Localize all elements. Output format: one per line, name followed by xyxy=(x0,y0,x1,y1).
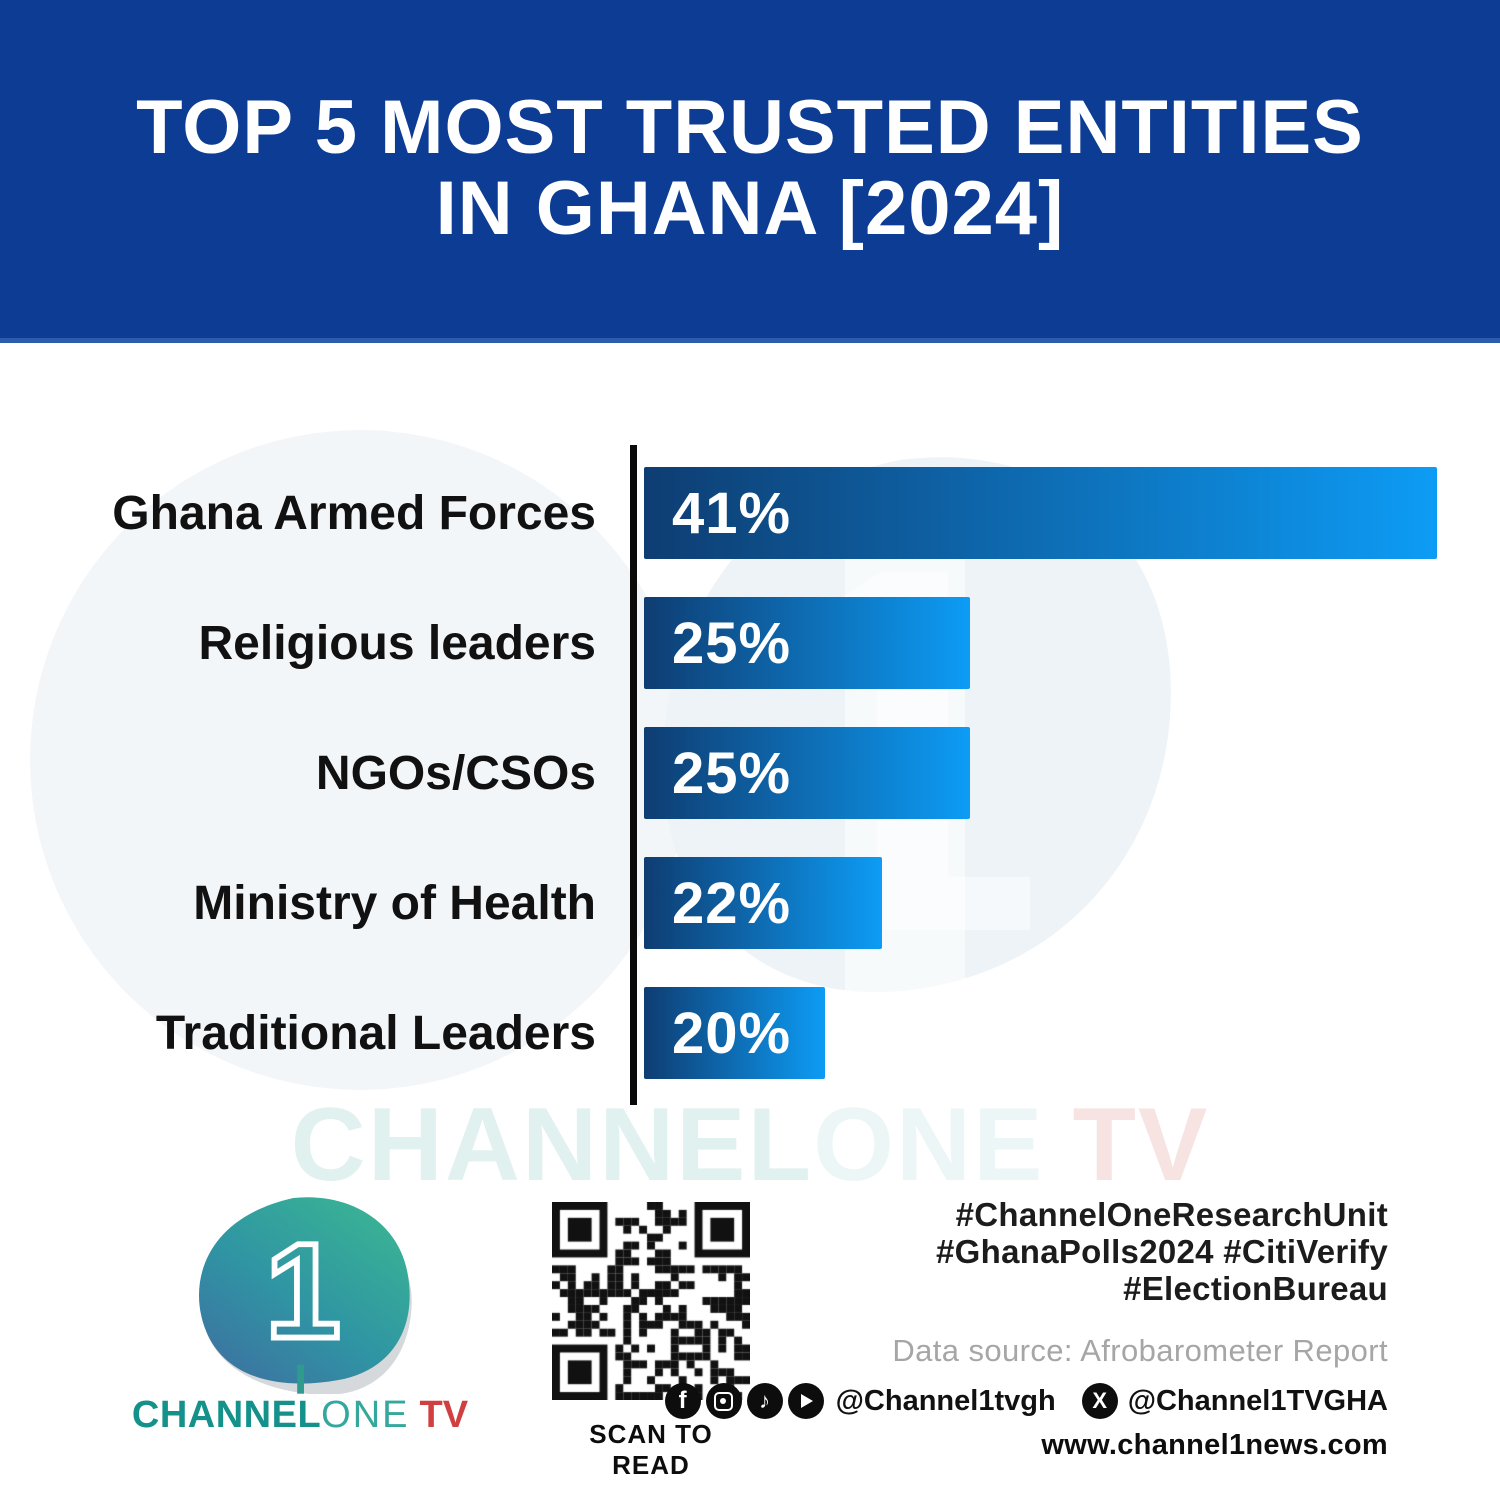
bar-value-label: 22% xyxy=(672,870,792,936)
page-title-line2: IN GHANA [2024] xyxy=(435,166,1065,251)
watermark-one: ONE xyxy=(813,1087,1045,1203)
qr-code xyxy=(552,1202,750,1400)
wordmark-one: ONE xyxy=(321,1394,410,1436)
chart-row: Traditional Leaders 20% xyxy=(0,968,1500,1098)
x-twitter-icon: X xyxy=(1081,1383,1118,1419)
logo-one-stem xyxy=(297,1364,304,1394)
social-handle-main: @Channel1tvgh xyxy=(835,1384,1056,1417)
website-url: www.channel1news.com xyxy=(1041,1429,1388,1461)
watermark-tv: TV xyxy=(1072,1087,1210,1203)
facebook-icon: f xyxy=(664,1383,701,1419)
bar-value-label: 25% xyxy=(672,610,792,676)
wordmark-channel: CHANNEL xyxy=(131,1394,322,1436)
bar-category-label: Ghana Armed Forces xyxy=(112,486,596,540)
header-banner: TOP 5 MOST TRUSTED ENTITIES IN GHANA [20… xyxy=(0,0,1500,343)
bar-chart: Ghana Armed Forces 41% Religious leaders 25… xyxy=(0,448,1500,1098)
tiktok-glyph: ♪ xyxy=(759,1388,771,1413)
chart-axis-line xyxy=(630,445,637,1105)
youtube-glyph xyxy=(801,1394,814,1408)
watermark-channel: CHANNEL xyxy=(290,1087,814,1203)
x-glyph: X xyxy=(1092,1388,1108,1413)
wordmark-tv: TV xyxy=(419,1394,469,1436)
hashtag-line-3: #ElectionBureau xyxy=(1123,1270,1388,1307)
bar-value-label: 41% xyxy=(672,480,792,546)
social-row: f ♪ @Channel1tvgh X @Channel1TVGHA xyxy=(664,1383,1388,1419)
tiktok-icon: ♪ xyxy=(746,1383,783,1419)
bar-value-label: 25% xyxy=(672,740,792,806)
social-handle-x: @Channel1TVGHA xyxy=(1127,1384,1388,1417)
channel-one-logo: 1 xyxy=(198,1197,412,1394)
channel-watermark-text: CHANNELONE TV xyxy=(0,1086,1500,1205)
instagram-glyph xyxy=(714,1391,734,1411)
bar-category-label: Ministry of Health xyxy=(193,876,596,930)
chart-row: Ministry of Health 22% xyxy=(0,838,1500,968)
hashtag-line-1: #ChannelOneResearchUnit xyxy=(955,1196,1388,1233)
instagram-icon xyxy=(705,1383,742,1419)
youtube-icon xyxy=(787,1383,824,1419)
facebook-glyph: f xyxy=(678,1387,687,1414)
logo-wordmark: CHANNELONE TV xyxy=(120,1394,480,1437)
footer-info-column: #ChannelOneResearchUnit #GhanaPolls2024 … xyxy=(664,1196,1388,1462)
bar-category-label: Traditional Leaders xyxy=(155,1006,596,1060)
logo-one-glyph: 1 xyxy=(265,1215,340,1367)
chart-row: Ghana Armed Forces 41% xyxy=(0,448,1500,578)
data-source-note: Data source: Afrobarometer Report xyxy=(892,1333,1388,1368)
bar: 25% xyxy=(644,597,970,689)
bar: 22% xyxy=(644,857,882,949)
bar-value-label: 20% xyxy=(672,1000,792,1066)
bar: 25% xyxy=(644,727,970,819)
chart-row: Religious leaders 25% xyxy=(0,578,1500,708)
bar: 41% xyxy=(644,467,1437,559)
qr-caption: SCAN TO READ xyxy=(589,1419,713,1480)
bar-category-label: Religious leaders xyxy=(198,616,596,670)
page-title-line1: TOP 5 MOST TRUSTED ENTITIES xyxy=(136,85,1364,171)
qr-block: SCAN TO READ xyxy=(552,1202,750,1481)
logo-plectrum xyxy=(198,1197,410,1384)
chart-row: NGOs/CSOs 25% xyxy=(0,708,1500,838)
hashtag-line-2: #GhanaPolls2024 #CitiVerify xyxy=(936,1233,1388,1270)
bar-category-label: NGOs/CSOs xyxy=(315,746,596,800)
bar: 20% xyxy=(644,987,825,1079)
